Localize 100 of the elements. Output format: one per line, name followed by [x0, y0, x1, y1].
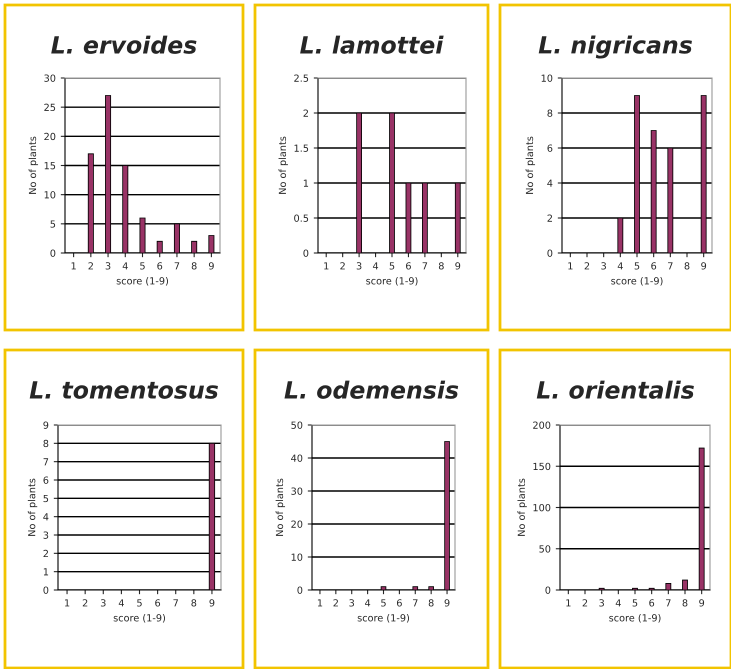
- y-tick-label: 4: [43, 513, 48, 520]
- x-axis-title: score (1-9): [366, 277, 418, 286]
- y-tick-label: 4: [547, 180, 552, 187]
- chart-title: L. lamottei: [300, 36, 444, 54]
- y-tick-label: 8: [547, 109, 552, 117]
- x-tick-label: 8: [682, 599, 688, 607]
- x-tick-label: 1: [72, 262, 76, 270]
- x-tick-label: 5: [390, 262, 394, 270]
- x-tick-label: 6: [155, 599, 160, 607]
- chart-title: L. tomentosus: [30, 381, 218, 399]
- x-tick-label: 4: [618, 262, 623, 270]
- y-tick-label: 10: [292, 553, 302, 561]
- y-axis-title: No of plants: [278, 136, 288, 194]
- y-tick-label: 0: [297, 586, 302, 594]
- y-tick-label: 15: [44, 162, 56, 170]
- x-tick-label: 7: [174, 262, 180, 270]
- x-tick-label: 9: [209, 599, 214, 607]
- y-tick-label: 30: [44, 74, 56, 82]
- x-tick-label: 9: [701, 262, 706, 270]
- y-tick-label: 1: [304, 180, 308, 187]
- y-axis-title: No of plants: [28, 136, 38, 194]
- x-axis-title: score (1-9): [611, 277, 662, 286]
- y-tick-label: 2: [548, 214, 552, 222]
- x-tick-label: 7: [173, 599, 178, 606]
- x-tick-label: 9: [444, 599, 450, 607]
- y-axis-title: No of plants: [517, 478, 527, 536]
- x-tick-label: 3: [100, 599, 106, 607]
- y-tick-label: 200: [533, 421, 550, 429]
- x-tick-label: 6: [649, 599, 654, 607]
- y-axis-title: No of plants: [276, 478, 286, 536]
- x-tick-label: 4: [616, 599, 621, 606]
- x-tick-label: 8: [438, 262, 444, 270]
- x-tick-label: 3: [356, 262, 362, 270]
- x-tick-label: 7: [666, 599, 671, 606]
- x-tick-label: 4: [372, 262, 378, 270]
- y-tick-label: 8: [43, 440, 48, 448]
- y-tick-label: 0.5: [294, 214, 308, 222]
- y-axis-title: No of plants: [28, 478, 38, 536]
- y-tick-label: 0: [303, 249, 308, 257]
- x-tick-label: 6: [651, 262, 656, 270]
- y-tick-label: 3: [44, 531, 48, 539]
- x-tick-label: 2: [340, 262, 345, 270]
- x-tick-label: 5: [140, 262, 145, 270]
- x-tick-label: 1: [65, 599, 70, 606]
- x-tick-label: 7: [422, 262, 428, 270]
- y-tick-label: 10: [44, 191, 56, 198]
- x-tick-label: 4: [118, 599, 124, 606]
- x-tick-label: 3: [106, 262, 110, 270]
- x-tick-label: 4: [364, 599, 370, 606]
- y-tick-label: 1: [44, 568, 48, 576]
- y-tick-label: 0: [50, 249, 56, 257]
- x-tick-label: 1: [318, 599, 322, 606]
- x-axis-title: score (1-9): [609, 614, 660, 623]
- y-tick-label: 25: [44, 104, 56, 111]
- x-tick-label: 7: [668, 262, 673, 270]
- y-tick-label: 6: [43, 476, 48, 484]
- x-tick-label: 5: [137, 599, 142, 607]
- x-tick-label: 9: [208, 262, 214, 270]
- x-tick-label: 1: [568, 262, 573, 270]
- y-tick-label: 10: [542, 74, 552, 82]
- y-tick-label: 6: [547, 144, 552, 152]
- x-tick-label: 8: [191, 599, 196, 607]
- x-tick-label: 9: [699, 599, 704, 607]
- x-tick-label: 5: [632, 599, 638, 607]
- y-tick-label: 50: [539, 545, 550, 553]
- y-tick-label: 2: [44, 550, 48, 558]
- x-tick-label: 8: [192, 262, 197, 270]
- x-axis-title: score (1-9): [114, 614, 165, 623]
- y-tick-label: 20: [44, 132, 56, 140]
- y-tick-label: 50: [291, 421, 302, 429]
- x-tick-label: 2: [584, 262, 590, 270]
- x-tick-label: 5: [381, 599, 386, 607]
- x-tick-label: 1: [566, 599, 571, 606]
- x-tick-label: 3: [349, 599, 354, 607]
- x-tick-label: 6: [396, 599, 402, 607]
- y-tick-label: 0: [545, 586, 550, 594]
- y-tick-label: 2.5: [294, 74, 308, 82]
- x-tick-label: 6: [157, 262, 162, 270]
- y-tick-label: 0: [43, 586, 48, 594]
- x-tick-label: 9: [455, 262, 460, 270]
- y-tick-label: 0: [547, 249, 552, 257]
- x-axis-title: score (1-9): [358, 614, 409, 623]
- x-tick-label: 2: [88, 262, 93, 270]
- y-axis-title: No of plants: [526, 136, 536, 194]
- y-tick-label: 5: [44, 494, 48, 502]
- y-tick-label: 150: [533, 462, 550, 470]
- y-tick-label: 20: [291, 520, 302, 528]
- y-tick-label: 9: [43, 421, 48, 429]
- y-tick-label: 1.5: [294, 144, 308, 152]
- y-tick-label: 7: [44, 458, 48, 466]
- x-tick-label: 8: [428, 599, 434, 607]
- x-tick-label: 2: [82, 599, 88, 606]
- y-tick-label: 30: [291, 487, 302, 495]
- x-tick-label: 7: [412, 599, 418, 606]
- y-tick-label: 100: [533, 504, 550, 512]
- x-tick-label: 2: [582, 599, 588, 606]
- chart-title: L. orientalis: [536, 380, 694, 399]
- x-tick-label: 4: [122, 262, 128, 270]
- x-tick-label: 8: [684, 262, 690, 270]
- y-tick-label: 40: [291, 454, 302, 462]
